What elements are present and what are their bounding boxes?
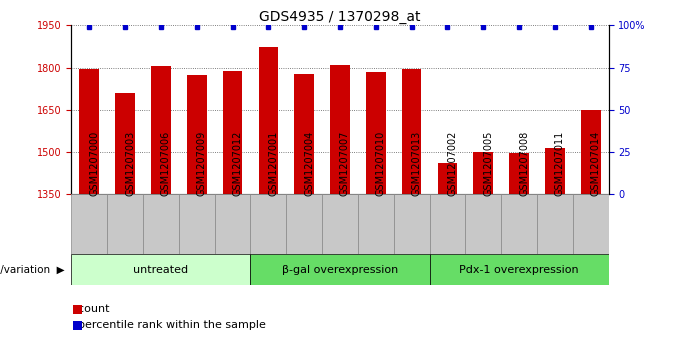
- Bar: [250, 194, 286, 254]
- Bar: [366, 72, 386, 194]
- Bar: [501, 194, 537, 254]
- Bar: [465, 194, 501, 254]
- Bar: [438, 163, 457, 194]
- Bar: [258, 46, 278, 194]
- Text: GSM1207012: GSM1207012: [233, 131, 243, 196]
- Bar: [215, 194, 250, 254]
- Bar: [71, 254, 250, 285]
- Bar: [294, 74, 314, 194]
- Text: GSM1207001: GSM1207001: [269, 131, 278, 196]
- Bar: [430, 254, 609, 285]
- Bar: [537, 194, 573, 254]
- Bar: [151, 66, 171, 194]
- Bar: [473, 152, 493, 194]
- Text: GSM1207005: GSM1207005: [483, 131, 493, 196]
- Bar: [71, 194, 107, 254]
- Bar: [394, 194, 430, 254]
- Text: GSM1207014: GSM1207014: [591, 131, 600, 196]
- Bar: [358, 194, 394, 254]
- Bar: [509, 152, 529, 194]
- Text: genotype/variation  ▶: genotype/variation ▶: [0, 265, 65, 274]
- Text: Pdx-1 overexpression: Pdx-1 overexpression: [459, 265, 579, 274]
- Text: GSM1207004: GSM1207004: [304, 131, 314, 196]
- Bar: [116, 93, 135, 194]
- Bar: [107, 194, 143, 254]
- Text: count: count: [71, 303, 110, 314]
- Text: GSM1207007: GSM1207007: [340, 131, 350, 196]
- Text: untreated: untreated: [133, 265, 188, 274]
- Text: GSM1207006: GSM1207006: [161, 131, 171, 196]
- Text: GSM1207000: GSM1207000: [89, 131, 99, 196]
- Bar: [402, 69, 422, 194]
- Bar: [250, 254, 430, 285]
- Bar: [545, 148, 564, 194]
- Bar: [322, 194, 358, 254]
- Bar: [581, 110, 600, 194]
- Text: GSM1207008: GSM1207008: [519, 131, 529, 196]
- Bar: [223, 71, 242, 194]
- Bar: [430, 194, 465, 254]
- Bar: [330, 65, 350, 194]
- Text: GSM1207010: GSM1207010: [376, 131, 386, 196]
- Text: GSM1207013: GSM1207013: [411, 131, 422, 196]
- Bar: [80, 69, 99, 194]
- Text: GSM1207003: GSM1207003: [125, 131, 135, 196]
- Text: β-gal overexpression: β-gal overexpression: [282, 265, 398, 274]
- Bar: [187, 75, 207, 194]
- Text: GSM1207002: GSM1207002: [447, 131, 458, 196]
- Bar: [179, 194, 215, 254]
- Title: GDS4935 / 1370298_at: GDS4935 / 1370298_at: [259, 11, 421, 24]
- Bar: [143, 194, 179, 254]
- Text: GSM1207011: GSM1207011: [555, 131, 565, 196]
- Bar: [286, 194, 322, 254]
- Text: GSM1207009: GSM1207009: [197, 131, 207, 196]
- Bar: [573, 194, 609, 254]
- Text: percentile rank within the sample: percentile rank within the sample: [71, 320, 267, 330]
